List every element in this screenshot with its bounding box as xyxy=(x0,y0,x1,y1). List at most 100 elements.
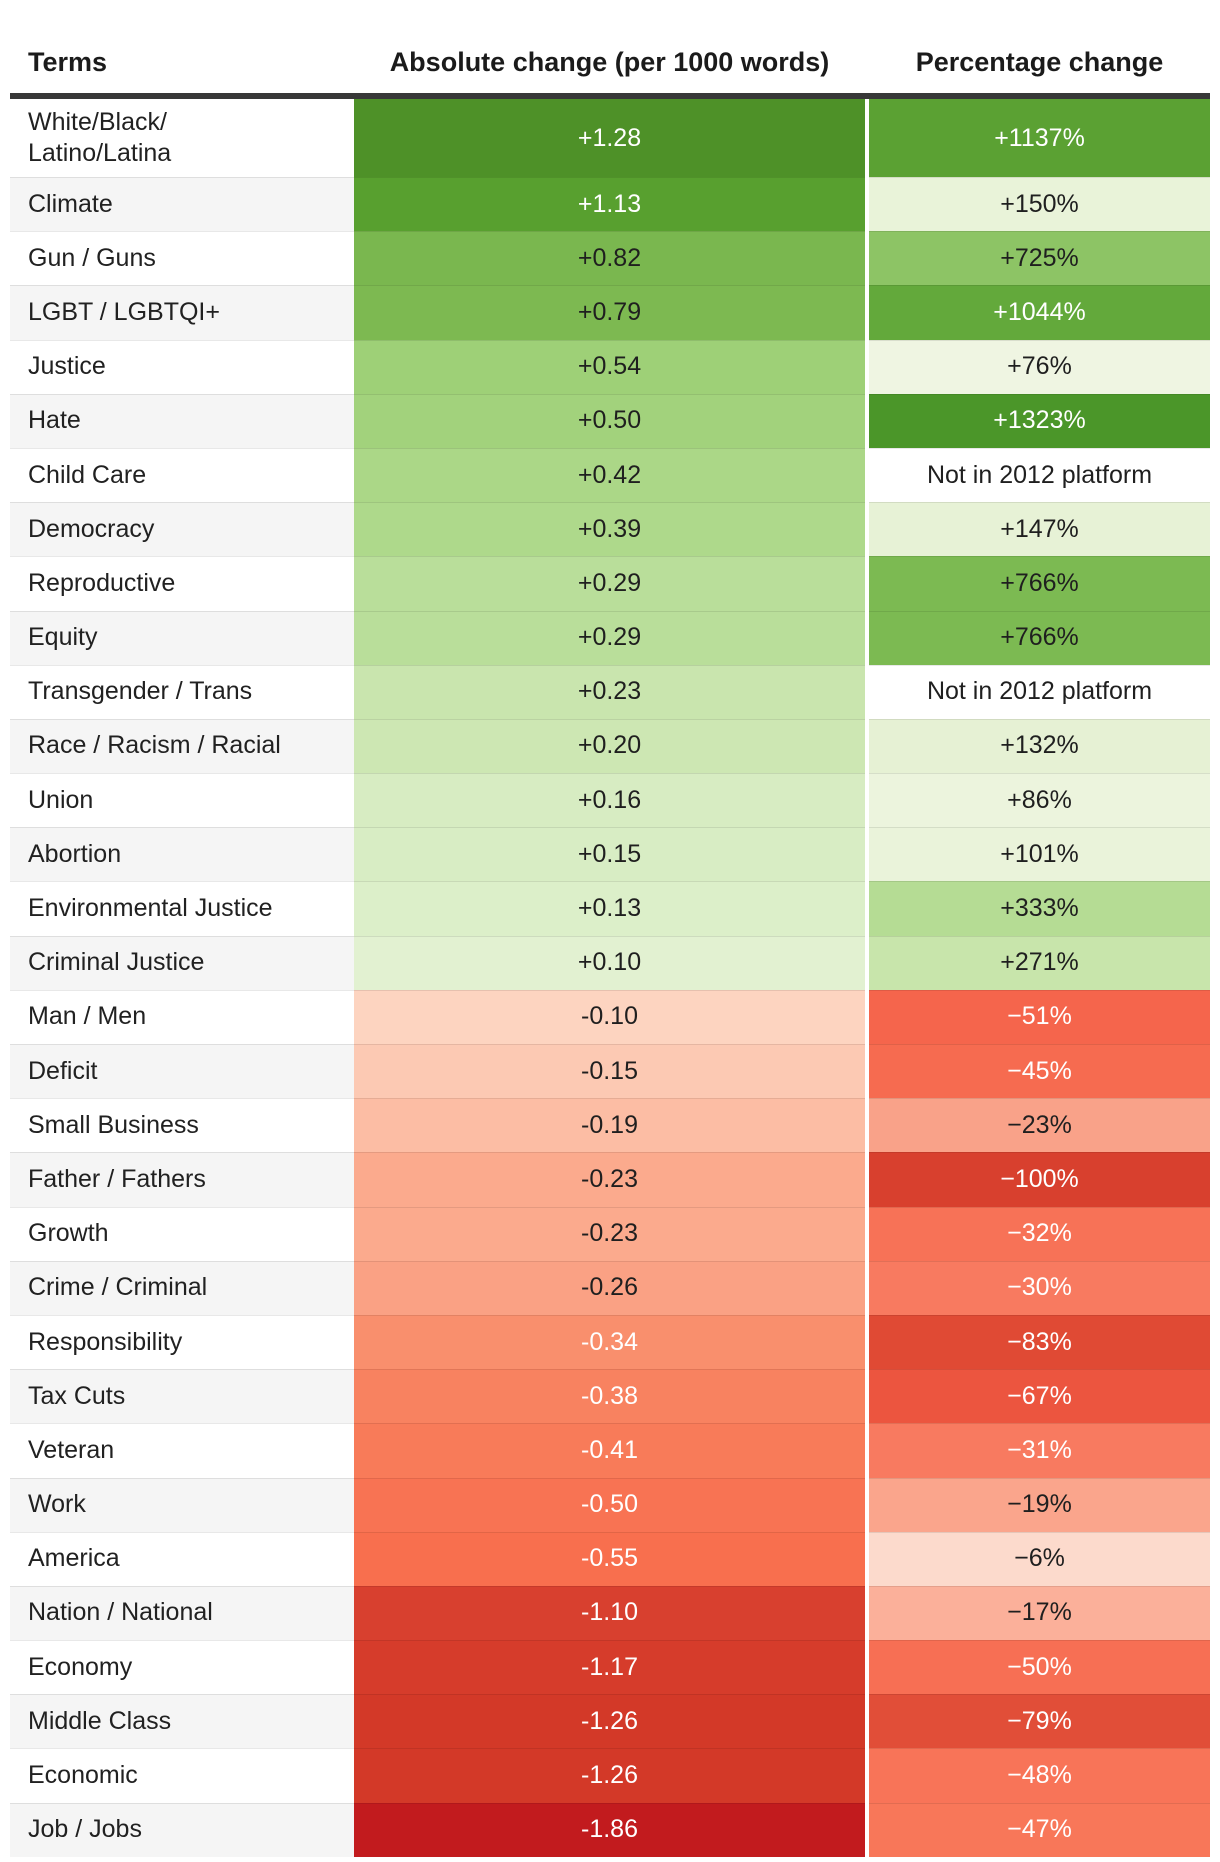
absolute-change-cell: -1.10 xyxy=(354,1585,865,1641)
percentage-change-cell: −19% xyxy=(869,1477,1210,1532)
table-row: Abortion +0.15 +101% xyxy=(10,827,1210,882)
absolute-change-cell: +0.20 xyxy=(354,718,865,774)
column-gap xyxy=(865,177,869,232)
percentage-change-cell: +1137% xyxy=(869,99,1210,177)
percentage-change-cell: +766% xyxy=(869,556,1210,611)
percentage-change-cell: −83% xyxy=(869,1314,1210,1370)
absolute-change-cell: +0.29 xyxy=(354,610,865,665)
column-gap xyxy=(865,1260,869,1315)
table-row: Work -0.50 −19% xyxy=(10,1477,1210,1532)
column-gap xyxy=(865,285,869,340)
term-cell: Economy xyxy=(10,1640,354,1695)
absolute-change-cell: +0.39 xyxy=(354,502,865,557)
column-gap xyxy=(865,935,869,990)
term-cell: Growth xyxy=(10,1206,354,1261)
table-row: Child Care +0.42 Not in 2012 platform xyxy=(10,447,1210,503)
header-cell-absolute-change: Absolute change (per 1000 words) xyxy=(389,47,830,77)
table-row: Economic -1.26 −48% xyxy=(10,1748,1210,1803)
table-row: America -0.55 −6% xyxy=(10,1531,1210,1586)
table-row: Nation / National -1.10 −17% xyxy=(10,1585,1210,1641)
percentage-change-cell: −100% xyxy=(869,1152,1210,1207)
table-row: Climate +1.13 +150% xyxy=(10,177,1210,232)
table-row: Reproductive +0.29 +766% xyxy=(10,556,1210,611)
term-cell: Father / Fathers xyxy=(10,1152,354,1207)
column-gap xyxy=(865,827,869,882)
absolute-change-cell: +1.13 xyxy=(354,177,865,232)
term-cell: Gun / Guns xyxy=(10,231,354,286)
percentage-change-cell: +1323% xyxy=(869,393,1210,448)
column-gap xyxy=(865,1098,869,1153)
table-row: Job / Jobs -1.86 −47% xyxy=(10,1802,1210,1857)
column-gap xyxy=(865,231,869,286)
term-cell: Veteran xyxy=(10,1423,354,1478)
percentage-change-cell: Not in 2012 platform xyxy=(869,664,1210,719)
term-cell: Equity xyxy=(10,610,354,665)
term-cell: Crime / Criminal xyxy=(10,1260,354,1315)
table-row: Crime / Criminal -0.26 −30% xyxy=(10,1260,1210,1315)
absolute-change-cell: +0.29 xyxy=(354,556,865,611)
absolute-change-cell: -0.23 xyxy=(354,1206,865,1261)
table-row: Middle Class -1.26 −79% xyxy=(10,1694,1210,1749)
percentage-change-cell: +725% xyxy=(869,231,1210,286)
term-cell: Justice xyxy=(10,339,354,394)
percentage-change-cell: −45% xyxy=(869,1044,1210,1099)
absolute-change-cell: -0.50 xyxy=(354,1477,865,1532)
absolute-change-cell: +1.28 xyxy=(354,99,865,177)
absolute-change-cell: -1.26 xyxy=(354,1748,865,1803)
term-cell: Responsibility xyxy=(10,1314,354,1370)
term-cell: Abortion xyxy=(10,827,354,882)
term-cell: Tax Cuts xyxy=(10,1369,354,1424)
absolute-change-cell: -0.15 xyxy=(354,1044,865,1099)
percentage-change-cell: −79% xyxy=(869,1694,1210,1749)
table-row: Criminal Justice +0.10 +271% xyxy=(10,935,1210,990)
table-row: Veteran -0.41 −31% xyxy=(10,1423,1210,1478)
column-gap xyxy=(865,1314,869,1370)
table-row: Economy -1.17 −50% xyxy=(10,1640,1210,1695)
term-cell: Child Care xyxy=(10,447,354,503)
percentage-change-cell: Not in 2012 platform xyxy=(869,447,1210,503)
absolute-change-cell: -0.34 xyxy=(354,1314,865,1370)
term-cell: Transgender / Trans xyxy=(10,664,354,719)
percentage-change-cell: −67% xyxy=(869,1369,1210,1424)
percentage-change-cell: +132% xyxy=(869,718,1210,774)
column-gap xyxy=(865,99,869,177)
absolute-change-cell: -0.10 xyxy=(354,989,865,1044)
percentage-change-cell: −47% xyxy=(869,1802,1210,1857)
column-gap xyxy=(865,881,869,936)
absolute-change-cell: +0.42 xyxy=(354,447,865,503)
table-row: LGBT / LGBTQI+ +0.79 +1044% xyxy=(10,285,1210,340)
table-row: Tax Cuts -0.38 −67% xyxy=(10,1369,1210,1424)
table-row: Race / Racism / Racial +0.20 +132% xyxy=(10,718,1210,774)
percentage-change-cell: −48% xyxy=(869,1748,1210,1803)
table-row: Gun / Guns +0.82 +725% xyxy=(10,231,1210,286)
table-row: White/Black/ Latino/Latina +1.28 +1137% xyxy=(10,99,1210,177)
term-cell: Deficit xyxy=(10,1044,354,1099)
term-cell: Criminal Justice xyxy=(10,935,354,990)
column-gap xyxy=(865,1585,869,1641)
column-gap xyxy=(865,393,869,448)
term-cell: Nation / National xyxy=(10,1585,354,1641)
percentage-change-cell: +86% xyxy=(869,773,1210,828)
absolute-change-cell: -0.19 xyxy=(354,1098,865,1153)
table-row: Growth -0.23 −32% xyxy=(10,1206,1210,1261)
column-gap xyxy=(865,1802,869,1857)
column-gap xyxy=(865,1423,869,1478)
percentage-change-cell: +766% xyxy=(869,610,1210,665)
column-gap xyxy=(865,773,869,828)
table-header-row: Terms Absolute change (per 1000 words) P… xyxy=(10,0,1210,99)
column-gap xyxy=(865,1531,869,1586)
column-gap xyxy=(865,1640,869,1695)
terms-change-table: Terms Absolute change (per 1000 words) P… xyxy=(10,0,1210,1857)
percentage-change-cell: +150% xyxy=(869,177,1210,232)
absolute-change-cell: +0.10 xyxy=(354,935,865,990)
percentage-change-cell: −6% xyxy=(869,1531,1210,1586)
term-cell: LGBT / LGBTQI+ xyxy=(10,285,354,340)
absolute-change-cell: +0.23 xyxy=(354,664,865,719)
table-row: Responsibility -0.34 −83% xyxy=(10,1314,1210,1370)
table-row: Father / Fathers -0.23 −100% xyxy=(10,1152,1210,1207)
percentage-change-cell: −31% xyxy=(869,1423,1210,1478)
column-gap xyxy=(865,718,869,774)
column-gap xyxy=(865,1044,869,1099)
term-cell: Reproductive xyxy=(10,556,354,611)
column-gap xyxy=(865,502,869,557)
